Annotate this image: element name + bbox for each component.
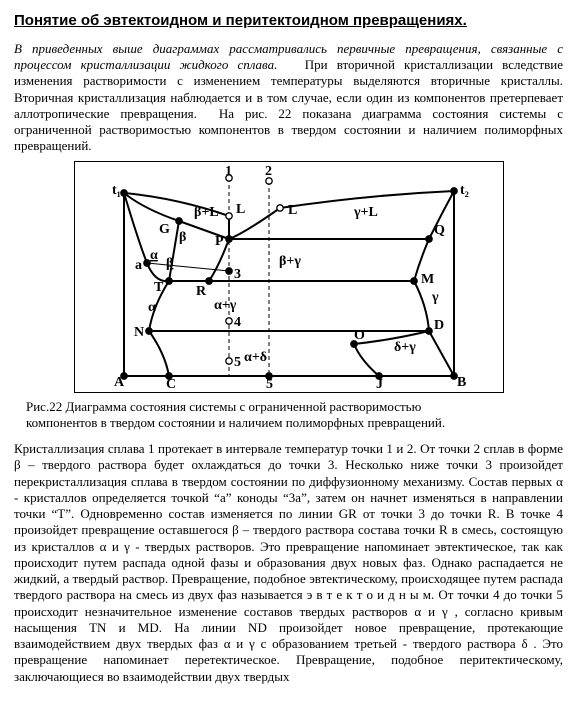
- figure-caption-line2: компонентов в твердом состоянии и наличи…: [26, 415, 445, 430]
- svg-text:A: A: [114, 375, 125, 390]
- svg-text:D: D: [434, 318, 444, 333]
- svg-text:N: N: [134, 325, 144, 340]
- body-paragraph: Кристаллизация сплава 1 протекает в инте…: [14, 441, 563, 685]
- svg-text:R: R: [196, 284, 207, 299]
- svg-text:β: β: [166, 256, 173, 271]
- svg-text:a: a: [135, 258, 142, 273]
- svg-text:β+γ: β+γ: [279, 254, 301, 269]
- svg-text:β+L: β+L: [194, 205, 219, 220]
- svg-text:t₁: t₁: [112, 183, 121, 198]
- svg-text:L: L: [236, 202, 245, 217]
- svg-text:1: 1: [225, 164, 232, 179]
- svg-text:α: α: [150, 248, 158, 263]
- svg-text:γ: γ: [431, 290, 439, 305]
- svg-text:α+γ: α+γ: [214, 298, 237, 313]
- page-title: Понятие об эвтектоидном и перитектоидном…: [14, 12, 563, 31]
- svg-text:α+δ: α+δ: [244, 350, 267, 365]
- svg-text:P: P: [215, 234, 224, 249]
- svg-text:γ+L: γ+L: [353, 205, 378, 220]
- svg-text:M: M: [421, 272, 434, 287]
- svg-text:T: T: [154, 280, 164, 295]
- svg-text:α: α: [148, 300, 156, 315]
- svg-text:β: β: [179, 230, 186, 245]
- figure-caption: Рис.22 Диаграмма состояния системы с огр…: [26, 399, 563, 432]
- svg-text:2: 2: [265, 164, 272, 179]
- svg-text:δ+γ: δ+γ: [394, 340, 416, 355]
- svg-text:5: 5: [266, 377, 273, 392]
- svg-text:B: B: [457, 375, 466, 390]
- svg-text:4: 4: [234, 315, 241, 330]
- svg-text:t₂: t₂: [460, 183, 469, 198]
- svg-text:J: J: [376, 377, 383, 392]
- phase-diagram-svg: β+Lγ+Lβαββ+γαγα+γα+δδ+γt₁t₂12LLGPQa3TRM4…: [74, 161, 504, 393]
- intro-paragraph: В приведенных выше диаграммах рассматрив…: [14, 41, 563, 155]
- svg-text:C: C: [166, 377, 176, 392]
- svg-text:O: O: [354, 328, 365, 343]
- phase-diagram-figure: β+Lγ+Lβαββ+γαγα+γα+δδ+γt₁t₂12LLGPQa3TRM4…: [14, 161, 563, 393]
- svg-text:G: G: [159, 222, 170, 237]
- svg-text:5: 5: [234, 355, 241, 370]
- figure-caption-line1: Рис.22 Диаграмма состояния системы с огр…: [26, 399, 421, 414]
- svg-text:3: 3: [234, 267, 241, 282]
- svg-text:Q: Q: [434, 223, 445, 238]
- svg-text:L: L: [288, 203, 297, 218]
